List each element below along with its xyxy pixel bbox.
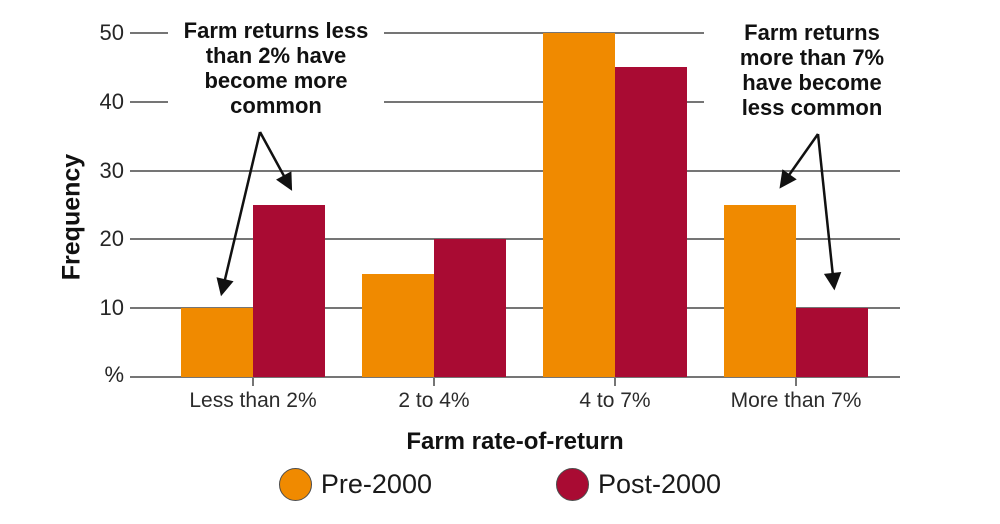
x-tick-label: More than 7%: [730, 389, 862, 412]
category-tick: [252, 377, 254, 386]
y-tick-label: 40: [99, 88, 124, 114]
gridline-20: [130, 238, 900, 241]
category-tick: [614, 377, 616, 386]
bar-post-2000-1: [253, 205, 325, 377]
legend-item-pre-2000: Pre-2000: [278, 468, 432, 501]
annotation-low-returns: Farm returns less than 2% have become mo…: [168, 14, 384, 122]
bar-post-2000-2: [434, 239, 506, 377]
y-tick-label: 20: [99, 226, 124, 252]
bar-pre-2000-3: [543, 33, 615, 377]
gridline-10: [130, 307, 900, 310]
category-tick: [795, 377, 797, 386]
bar-post-2000-3: [615, 67, 687, 377]
annotation-high-returns: Farm returns more than 7% have become le…: [704, 16, 920, 124]
x-axis-title: Farm rate-of-return: [406, 428, 624, 455]
bar-post-2000-4: [796, 308, 868, 377]
bar-pre-2000-1: [181, 308, 253, 377]
legend-label: Pre-2000: [320, 469, 432, 499]
legend: Pre-2000 Post-2000: [0, 468, 1000, 501]
bar-pre-2000-2: [362, 273, 434, 377]
y-tick-label: 30: [99, 157, 124, 183]
post-2000-swatch-icon: [555, 468, 589, 501]
x-tick-label: 2 to 4%: [398, 389, 470, 412]
legend-label: Post-2000: [597, 469, 722, 499]
pre-2000-swatch-icon: [278, 468, 312, 501]
plot-area: [130, 0, 900, 524]
gridline-30: [130, 169, 900, 172]
category-tick: [433, 377, 435, 386]
x-axis-line: [130, 376, 900, 378]
gridline-40: [130, 100, 900, 103]
gridline-50: [130, 32, 900, 34]
y-axis-unit-label: %: [104, 362, 124, 387]
y-tick-label: 50: [99, 20, 124, 45]
bar-pre-2000-4: [724, 205, 796, 377]
x-tick-label: 4 to 7%: [579, 389, 651, 412]
x-tick-label: Less than 2%: [189, 389, 317, 412]
y-tick-label: 10: [99, 295, 124, 321]
legend-item-post-2000: Post-2000: [555, 468, 722, 501]
